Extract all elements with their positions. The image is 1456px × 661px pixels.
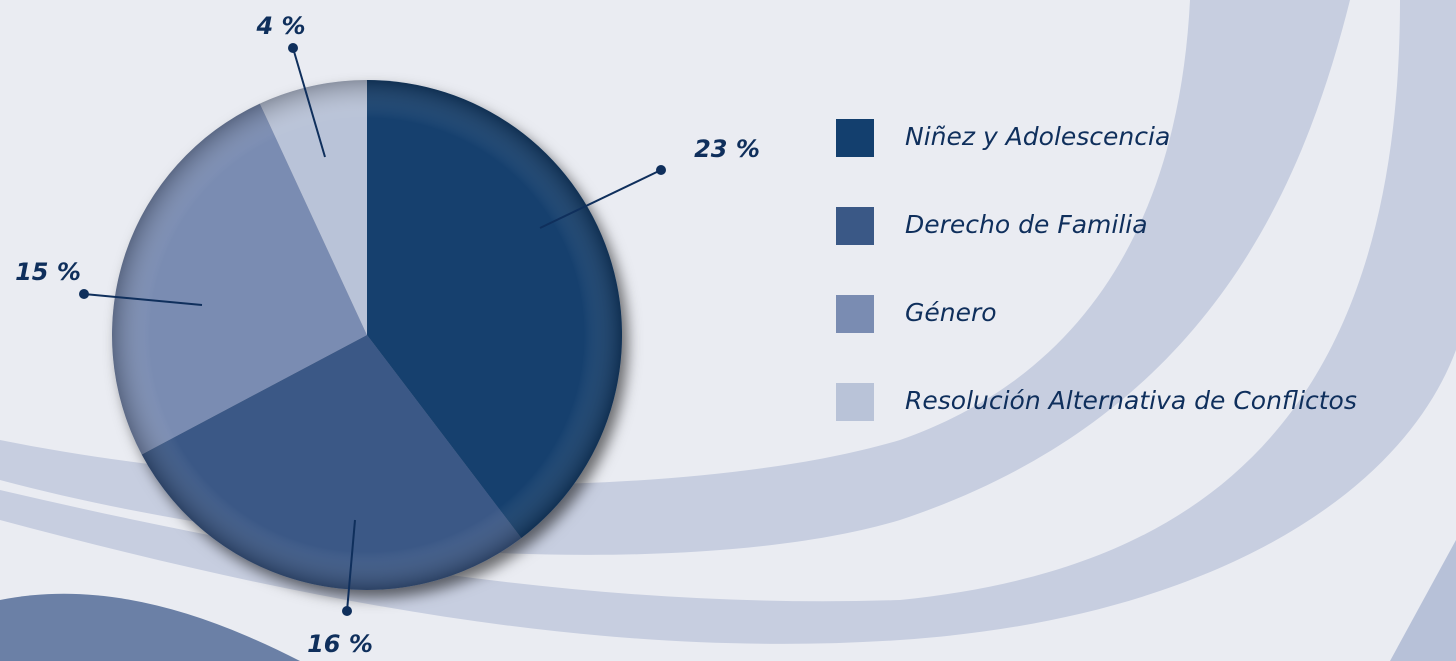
leader-dot — [79, 289, 89, 299]
leader-dot — [342, 606, 352, 616]
legend-label: Derecho de Familia — [905, 210, 1148, 239]
leader-dot — [288, 43, 298, 53]
data-label: 15 % — [15, 258, 81, 286]
legend-swatch — [836, 383, 874, 421]
legend-label: Resolución Alternativa de Conflictos — [905, 386, 1357, 415]
legend-swatch — [836, 119, 874, 157]
data-label: 23 % — [694, 135, 760, 163]
legend-swatch — [836, 207, 874, 245]
leader-dot — [656, 165, 666, 175]
chart: 23 % 16 % 15 % 4 % Niñez y Adolescencia Derec… — [0, 0, 1456, 661]
data-label: 16 % — [307, 630, 373, 658]
data-label: 4 % — [255, 12, 305, 40]
legend-label: Género — [905, 298, 997, 327]
pie — [112, 80, 622, 590]
legend-label: Niñez y Adolescencia — [905, 122, 1170, 151]
legend-swatch — [836, 295, 874, 333]
